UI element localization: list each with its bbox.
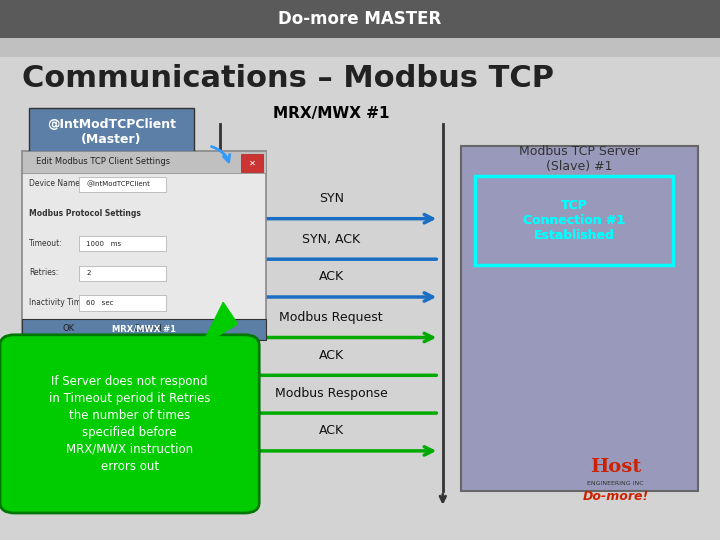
Text: Modbus Protocol Settings: Modbus Protocol Settings — [29, 209, 140, 218]
FancyBboxPatch shape — [475, 176, 673, 265]
Text: ACK: ACK — [319, 271, 343, 284]
FancyBboxPatch shape — [0, 0, 720, 38]
Polygon shape — [202, 302, 238, 346]
Text: ✕: ✕ — [248, 159, 256, 167]
Text: 60   sec: 60 sec — [86, 300, 114, 306]
FancyBboxPatch shape — [22, 151, 266, 173]
Text: @IntModTCPClient: @IntModTCPClient — [86, 181, 150, 187]
Text: SYN: SYN — [319, 192, 343, 205]
Text: ACK: ACK — [319, 349, 343, 362]
FancyBboxPatch shape — [29, 108, 194, 162]
Text: 2: 2 — [86, 270, 91, 276]
Text: TCP
Connection #1
Established: TCP Connection #1 Established — [523, 199, 626, 241]
Text: OK: OK — [63, 324, 74, 333]
FancyBboxPatch shape — [79, 295, 166, 310]
Text: Do-more!: Do-more! — [583, 490, 649, 503]
FancyBboxPatch shape — [461, 146, 698, 491]
Text: TCP
Connection #1
Established: TCP Connection #1 Established — [523, 199, 626, 241]
Text: Device Name:: Device Name: — [29, 179, 82, 188]
Text: Inactivity Timeout:: Inactivity Timeout: — [29, 298, 101, 307]
Text: Timeout:: Timeout: — [29, 239, 63, 247]
Text: ENGINEERING INC: ENGINEERING INC — [587, 481, 644, 486]
Text: Modbus TCP Server
(Slave) #1: Modbus TCP Server (Slave) #1 — [519, 145, 640, 173]
FancyBboxPatch shape — [0, 335, 259, 513]
Text: If Server does not respond
in Timeout period it Retries
the number of times
spec: If Server does not respond in Timeout pe… — [49, 375, 210, 473]
FancyBboxPatch shape — [79, 236, 166, 251]
FancyBboxPatch shape — [113, 319, 182, 338]
FancyBboxPatch shape — [0, 38, 720, 57]
Text: Cancel: Cancel — [133, 324, 162, 333]
Text: 1000   ms: 1000 ms — [86, 240, 122, 247]
Text: Do-more MASTER: Do-more MASTER — [279, 10, 441, 28]
FancyBboxPatch shape — [22, 151, 266, 340]
FancyBboxPatch shape — [79, 177, 166, 192]
Text: Modbus Request: Modbus Request — [279, 311, 383, 324]
Text: MRX/MWX #1: MRX/MWX #1 — [273, 106, 390, 121]
FancyBboxPatch shape — [241, 154, 263, 172]
Text: ACK: ACK — [319, 424, 343, 437]
Text: Host: Host — [590, 458, 642, 476]
Text: @IntModTCPClient
(Master): @IntModTCPClient (Master) — [47, 118, 176, 146]
Text: Edit Modbus TCP Client Settings: Edit Modbus TCP Client Settings — [36, 158, 170, 166]
FancyBboxPatch shape — [79, 266, 166, 281]
Text: Communications – Modbus TCP: Communications – Modbus TCP — [22, 64, 554, 93]
Text: MRX/MWX #1: MRX/MWX #1 — [112, 325, 176, 334]
Text: Modbus Response: Modbus Response — [275, 387, 387, 400]
Text: Retries:: Retries: — [29, 268, 58, 277]
Text: SYN, ACK: SYN, ACK — [302, 233, 360, 246]
FancyBboxPatch shape — [22, 319, 266, 340]
FancyBboxPatch shape — [41, 319, 96, 338]
